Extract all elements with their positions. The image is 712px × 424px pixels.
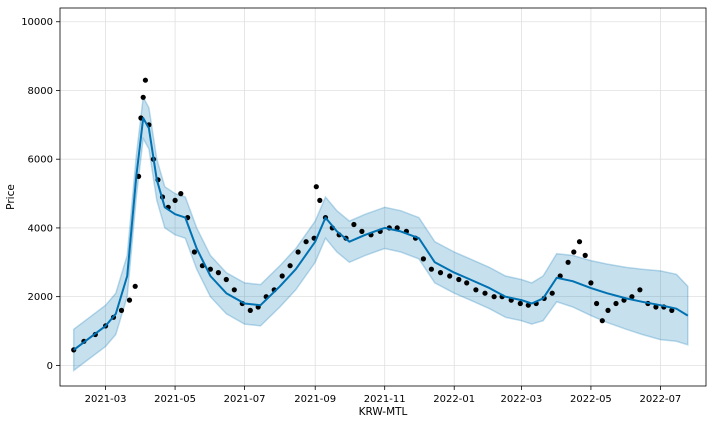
observed-point (637, 287, 643, 293)
observed-point (394, 225, 400, 231)
observed-point (247, 307, 253, 313)
plot-background (60, 8, 706, 386)
observed-point (295, 249, 301, 255)
y-tick-label: 6000 (28, 155, 53, 166)
x-tick-label: 2021-09 (294, 394, 336, 405)
observed-point (351, 221, 357, 228)
observed-point (132, 283, 138, 289)
observed-point (582, 252, 588, 258)
observed-point (525, 302, 531, 308)
observed-point (126, 297, 133, 303)
y-axis-label: Price (5, 184, 17, 210)
observed-point (629, 294, 635, 300)
y-tick-label: 10000 (21, 17, 53, 28)
observed-point (118, 307, 125, 313)
observed-point (428, 266, 434, 272)
y-tick-label: 0 (47, 361, 53, 372)
y-tick-layer: 0 2000 4000 6000 8000 10000 (21, 17, 60, 372)
observed-point (215, 270, 221, 276)
observed-point (594, 300, 600, 307)
observed-point (279, 273, 285, 279)
x-tick-label: 2022-01 (433, 394, 475, 405)
x-tick-label: 2022-07 (640, 394, 682, 405)
x-tick-label: 2022-03 (501, 394, 543, 405)
observed-point (482, 290, 488, 296)
observed-point (549, 290, 555, 296)
observed-point (605, 307, 611, 313)
x-tick-layer: 2021-03 2021-05 2021-07 2021-09 2021-11 2022-… (85, 386, 682, 405)
observed-point (565, 259, 571, 265)
x-tick-label: 2022-05 (570, 394, 612, 405)
observed-point (172, 197, 178, 203)
forecast-line (73, 117, 689, 351)
observed-point (317, 197, 323, 203)
observed-point (303, 239, 309, 245)
x-tick-label: 2021-05 (154, 394, 196, 405)
x-tick-label: 2021-11 (364, 394, 406, 405)
observed-point (207, 266, 213, 272)
observed-point (447, 273, 453, 279)
observed-point (142, 77, 148, 83)
observed-point (420, 256, 426, 262)
observed-point (191, 249, 197, 255)
observed-point (359, 228, 365, 234)
observed-point (473, 287, 479, 293)
observed-point (178, 191, 184, 197)
observed-point (313, 184, 319, 190)
observed-point (588, 280, 594, 286)
observed-point (599, 318, 605, 324)
plot-frame (59, 7, 707, 387)
y-tick-label: 2000 (28, 292, 53, 303)
observed-point (464, 280, 470, 286)
observed-point (613, 300, 619, 307)
y-tick-label: 8000 (28, 86, 53, 97)
observed-point (669, 307, 675, 313)
observed-point (231, 287, 237, 293)
observed-point (517, 300, 523, 307)
forecast-line-layer (73, 117, 689, 351)
x-tick-label: 2021-03 (85, 394, 127, 405)
observed-point (437, 270, 444, 276)
x-axis-label: KRW-MTL (359, 406, 408, 418)
y-tick-label: 4000 (28, 223, 53, 234)
observed-point (571, 249, 577, 255)
observed-point (223, 276, 229, 283)
observed-point (287, 263, 293, 269)
x-tick-label: 2021-07 (224, 394, 266, 405)
observed-point (456, 276, 462, 283)
observed-point (653, 304, 659, 310)
observed-point (491, 294, 497, 300)
observed-point (140, 94, 146, 100)
observed-point (576, 239, 583, 245)
